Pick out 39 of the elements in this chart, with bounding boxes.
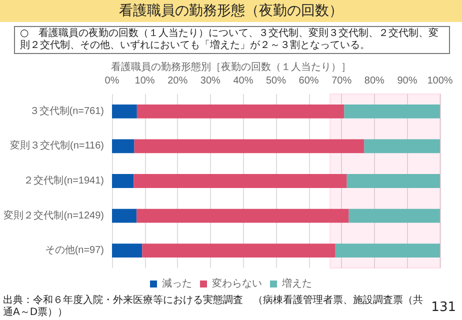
x-tick-label: 0%	[104, 76, 120, 86]
bar	[136, 104, 344, 118]
x-tick-label: 30%	[200, 76, 221, 86]
bar	[344, 104, 440, 118]
chart-subtitle: 看護職員の勤務形態別［夜勤の回数（１人当たり）］	[110, 60, 352, 74]
bar	[335, 244, 440, 258]
x-tick-label: 20%	[168, 76, 188, 86]
legend-label: 減った	[162, 278, 192, 290]
bar	[112, 104, 137, 118]
bar	[346, 174, 440, 188]
text: ○ 看護職員の夜勤の回数（１人当たり）について、３交代制、変則３交代制、２交代制、変則２交代制、その他、いずれにおいても「増えた」が２～３割となっている。	[14, 26, 450, 54]
bar	[142, 244, 336, 258]
x-tick-label: 90%	[397, 76, 418, 86]
bar	[134, 174, 347, 188]
legend-label: 増えた	[281, 278, 312, 290]
x-tick-label: 80%	[364, 76, 385, 86]
x-tick-label: 70%	[332, 76, 352, 86]
bar	[134, 139, 364, 154]
bar	[136, 208, 349, 223]
bar	[112, 208, 137, 223]
chart-title: 看護職員の勤務形態（夜勤の回数）	[0, 0, 462, 22]
bar	[348, 208, 440, 223]
x-tick-label: 100%	[427, 76, 453, 86]
x-tick-label: 60%	[298, 76, 319, 86]
y-tick-label: ３交代制(n=761)	[29, 104, 104, 117]
y-tick-label: 変則３交代制(n=116)	[10, 140, 104, 152]
y-tick-label: ２交代制(n=1941)	[24, 174, 104, 186]
bar	[112, 139, 134, 154]
legend-label: 変わらない	[212, 278, 262, 290]
source-note: 出典：令和６年度入院・外来医療等における実態調査 （病棟看護管理者票、施設調査票（共通A～D票））	[3, 295, 423, 319]
bar	[364, 139, 440, 154]
y-tick-label: 変則２交代制(n=1249)	[4, 209, 104, 222]
y-tick-label: その他(n=97)	[44, 244, 104, 256]
bar	[112, 174, 134, 188]
x-tick-label: 50%	[266, 76, 286, 86]
x-tick-label: 10%	[134, 76, 155, 86]
x-tick-label: 40%	[233, 76, 254, 86]
text: 131	[431, 300, 456, 315]
bar	[112, 244, 142, 258]
